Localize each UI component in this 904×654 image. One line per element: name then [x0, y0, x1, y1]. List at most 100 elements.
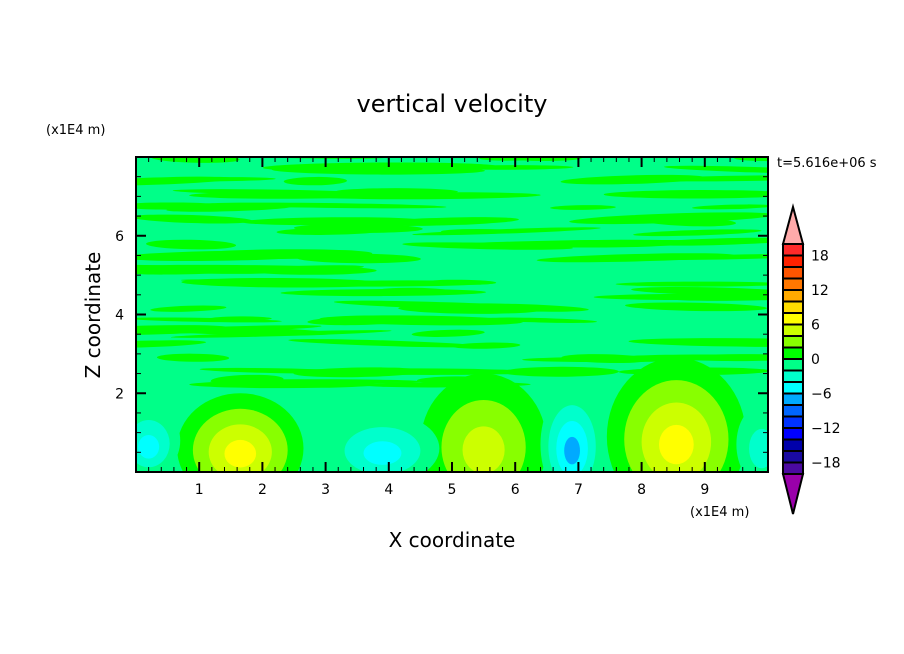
cell-contour [749, 428, 768, 469]
colorbar-swatch [782, 312, 804, 326]
x-tick-label: 5 [448, 482, 457, 498]
stripe-contour [172, 189, 384, 196]
stripe-contour [560, 174, 705, 185]
chart-title: vertical velocity [357, 90, 548, 118]
colorbar-swatch [782, 289, 804, 303]
axis-ticks: 1 2 3 4 5 6 7 8 9 2 4 6 [115, 157, 769, 498]
stripe-contour [319, 315, 523, 326]
cell-contour [462, 426, 505, 472]
stripe-contour [276, 227, 386, 235]
stripe-contour [156, 353, 230, 362]
stripe-contour [333, 300, 569, 311]
stripe-contour [146, 239, 237, 250]
stripe-contour [293, 367, 424, 378]
time-label: t=5.616e+06 s [777, 156, 877, 171]
colorbar-swatch [782, 358, 804, 372]
cell-contour [658, 424, 694, 465]
cell-contour [363, 441, 402, 465]
stripe-contour [280, 289, 487, 297]
colorbar-swatch [782, 450, 804, 464]
stripe-contour [288, 339, 482, 348]
stripe-contour [248, 266, 377, 275]
stripe-contour [402, 242, 574, 250]
stripe-contour [444, 165, 574, 170]
stripe-contour [536, 253, 735, 263]
x-tick-label: 8 [637, 482, 646, 498]
stripe-contour [203, 202, 447, 209]
colorbar-swatch [782, 323, 804, 337]
cell-contour [138, 434, 160, 459]
stripe-contour [411, 329, 485, 337]
colorbar-swatch [782, 346, 804, 360]
stripe-contour [283, 176, 347, 186]
x-tick-label: 3 [321, 482, 330, 498]
stripe-contour [136, 325, 232, 336]
stripe-contour [687, 338, 768, 347]
y-unit-label: (x1E4 m) [46, 123, 105, 138]
stripe-contour [412, 227, 601, 236]
colorbar-swatch [782, 369, 804, 383]
stripe-contour [550, 205, 616, 210]
stripe-contour [296, 253, 421, 264]
stripe-contour [615, 281, 768, 287]
stripe-contour [502, 366, 619, 377]
stripe-contour [483, 317, 598, 323]
stripe-contour [624, 302, 767, 312]
stripe-contour [667, 291, 768, 301]
colorbar-swatch [782, 243, 804, 257]
colorbar-swatch [782, 461, 804, 475]
stripe-contour [166, 204, 292, 212]
stripe-contour [136, 250, 321, 262]
stripe-contour [336, 165, 417, 172]
x-tick-label: 4 [384, 482, 393, 498]
stripe-contour [150, 305, 227, 312]
stripe-contour [603, 190, 768, 199]
y-tick-label: 4 [115, 308, 124, 324]
x-tick-label: 9 [700, 482, 709, 498]
stripe-contour [569, 212, 768, 225]
colorbar-swatch [782, 277, 804, 291]
x-tick-label: 2 [258, 482, 267, 498]
colorbar: 18 12 6 0 −6 −12 −18 [781, 203, 841, 515]
x-tick-label: 1 [195, 482, 204, 498]
stripe-contour [151, 157, 240, 163]
stripe-contour [170, 330, 392, 338]
y-axis-label: Z coordinate [81, 252, 105, 379]
stripe-contour [561, 354, 650, 364]
stripe-contour [136, 214, 253, 224]
stripe-contour [136, 317, 282, 323]
colorbar-tick-label: −18 [811, 456, 841, 472]
colorbar-tick-label: −12 [811, 421, 841, 437]
colorbar-swatch [782, 427, 804, 441]
colorbar-swatch [782, 300, 804, 314]
colorbar-over-arrow [781, 203, 805, 245]
x-tick-label: 6 [511, 482, 520, 498]
colorbar-swatch [782, 254, 804, 268]
y-tick-label: 6 [115, 229, 124, 245]
colorbar-swatch [782, 438, 804, 452]
colorbar-tick-label: −6 [811, 387, 832, 403]
colorbar-tick-label: 12 [811, 283, 829, 299]
stripe-contour [663, 165, 768, 174]
colorbar-swatch [782, 392, 804, 406]
stripe-contour [210, 374, 284, 385]
colorbar-tick-label: 18 [811, 249, 829, 265]
x-tick-label: 7 [574, 482, 583, 498]
stripe-contour [136, 176, 233, 186]
colorbar-swatch [782, 335, 804, 349]
cell-contour [564, 436, 580, 465]
colorbar-swatch [782, 381, 804, 395]
colorbar-swatch [782, 415, 804, 429]
colorbar-tick-label: 6 [811, 318, 820, 334]
contour-field [136, 157, 768, 472]
stripe-contour [639, 175, 768, 182]
stripe-contour [633, 229, 762, 237]
stripe-contour [645, 237, 768, 246]
stripe-contour [524, 239, 688, 248]
x-axis-label: X coordinate [389, 528, 516, 552]
stripe-contour [691, 204, 768, 210]
stripe-contour [241, 217, 422, 226]
stripe-contour [136, 340, 207, 348]
x-unit-label: (x1E4 m) [690, 505, 749, 520]
